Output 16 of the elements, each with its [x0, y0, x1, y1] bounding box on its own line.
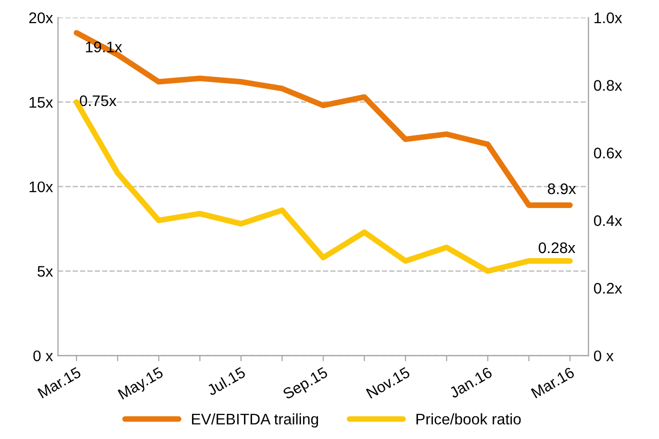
y2-tick-label: 0.8x	[594, 80, 622, 91]
y2-tick-label: 0 x	[594, 350, 614, 362]
y2-tick-label: 0.2x	[594, 282, 622, 294]
legend-label: EV/EBITDA trailing	[192, 413, 318, 428]
y-tick-label: 20x	[29, 12, 53, 24]
y-tick-label: 10x	[30, 181, 53, 192]
legend-label: Price/book ratio	[416, 413, 521, 425]
y-tick-label: 15x	[30, 97, 53, 108]
annotation: 8.9x	[548, 183, 576, 194]
y-tick-label: 0 x	[33, 350, 53, 362]
y-tick-label: 5x	[38, 266, 53, 277]
y2-tick-label: 0.6x	[594, 148, 622, 158]
y2-tick-label: 1.0x	[594, 12, 622, 24]
annotation: 0.28x	[538, 242, 576, 254]
annotation: 0.75x	[80, 95, 116, 106]
y2-tick-label: 0.4x	[594, 215, 622, 226]
